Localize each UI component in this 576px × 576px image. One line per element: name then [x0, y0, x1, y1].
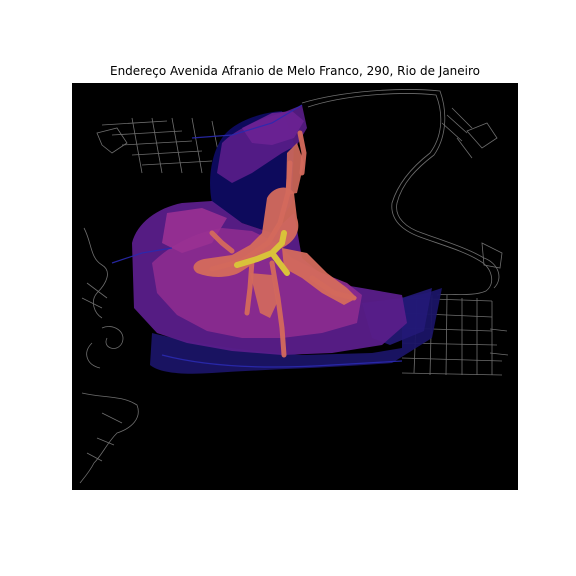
high-access-south-arm	[250, 273, 277, 318]
nw-grid-h	[101, 120, 213, 166]
street-network	[79, 89, 509, 484]
high-access-core	[193, 187, 299, 277]
peak-access-route	[234, 230, 290, 276]
coastal-road	[301, 89, 500, 289]
coastal-road-parallel	[307, 93, 481, 262]
southwest-streets	[86, 412, 123, 462]
east-block	[481, 242, 503, 269]
mid-access-west	[162, 208, 227, 253]
corridor-north	[297, 130, 307, 176]
west-streets	[81, 282, 108, 309]
corridor-south	[269, 260, 287, 358]
map-title: Endereço Avenida Afranio de Melo Franco,…	[109, 64, 481, 78]
north-shore-street	[191, 104, 303, 139]
north-east-streets	[441, 107, 473, 159]
corridor-southwest	[244, 258, 255, 316]
high-access-east-arm	[282, 248, 357, 305]
west-coast-road	[83, 227, 108, 319]
corridor-west	[209, 230, 235, 254]
map-canvas	[72, 83, 518, 490]
shore-streets	[111, 104, 403, 368]
east-road-bend	[436, 260, 493, 296]
north-east-block	[466, 122, 498, 149]
map-frame	[72, 83, 518, 490]
accessibility-polygons	[132, 105, 442, 374]
low-access-south	[150, 288, 442, 374]
se-grid-extension	[489, 328, 509, 356]
nw-block	[96, 127, 128, 154]
corridor-east	[309, 275, 357, 301]
address-location	[234, 230, 290, 276]
mid-low-access-northwest	[242, 111, 304, 145]
southwest-road	[79, 392, 139, 484]
west-peninsula	[86, 326, 124, 369]
south-shore-street	[161, 354, 403, 368]
nw-grid-v	[131, 117, 223, 174]
high-access-corridors	[209, 130, 357, 358]
west-shore-street	[111, 247, 173, 264]
